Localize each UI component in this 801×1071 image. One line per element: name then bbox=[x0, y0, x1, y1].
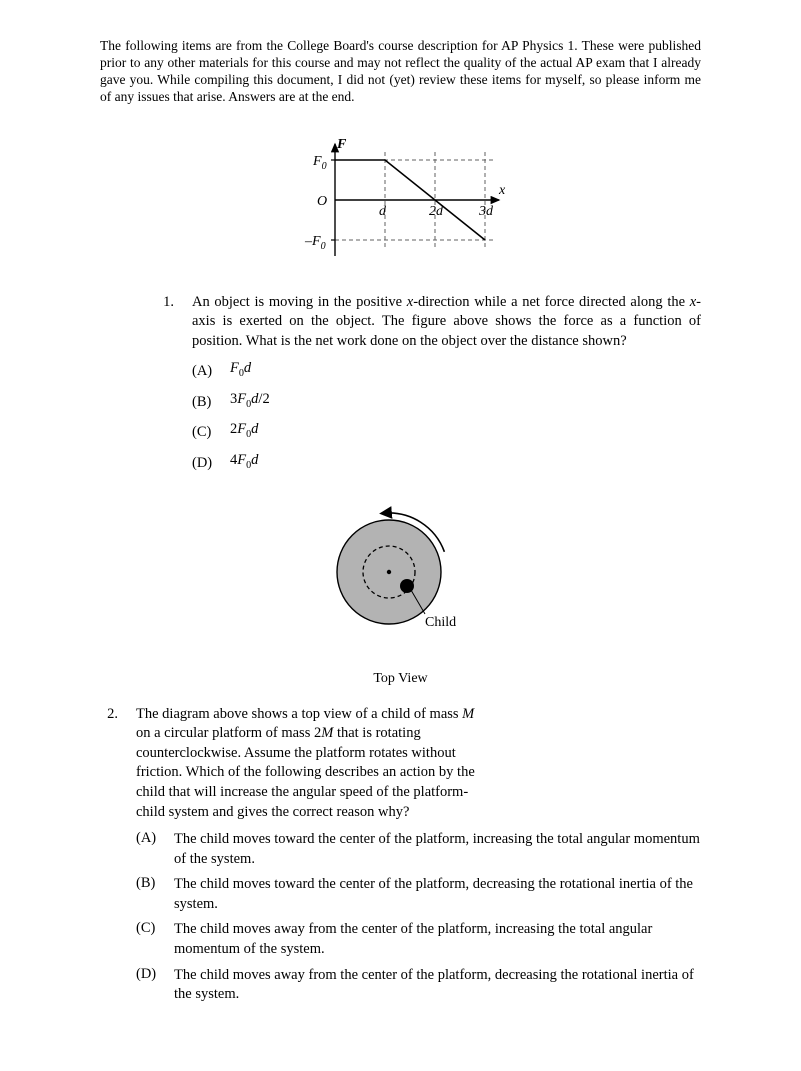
answer-choice: (C)2F0d bbox=[192, 420, 701, 445]
svg-text:d: d bbox=[379, 204, 387, 219]
choice-text: 4F0d bbox=[230, 451, 701, 473]
svg-text:x: x bbox=[498, 183, 506, 198]
answer-choices: (A)The child moves toward the center of … bbox=[136, 830, 701, 1005]
choice-text: The child moves toward the center of the… bbox=[174, 830, 701, 869]
figure-2: Child Top View bbox=[100, 502, 701, 687]
question-1: 1. An object is moving in the positive x… bbox=[100, 293, 701, 482]
choice-label: (C) bbox=[192, 420, 230, 445]
choice-label: (B) bbox=[192, 390, 230, 415]
page: The following items are from the College… bbox=[0, 0, 801, 1071]
answer-choice: (D)4F0d bbox=[192, 451, 701, 476]
choice-text: 3F0d/2 bbox=[230, 390, 701, 412]
choice-label: (B) bbox=[136, 875, 174, 892]
platform-top-view: Child bbox=[311, 502, 491, 662]
answer-choice: (B)The child moves toward the center of … bbox=[136, 875, 701, 914]
choice-label: (C) bbox=[136, 920, 174, 937]
choice-text: F0d bbox=[230, 359, 701, 381]
question-text: An object is moving in the positive x-di… bbox=[192, 293, 701, 352]
choice-label: (A) bbox=[192, 359, 230, 384]
choice-text: The child moves away from the center of … bbox=[174, 920, 701, 959]
answer-choice: (B)3F0d/2 bbox=[192, 390, 701, 415]
svg-text:–F0: –F0 bbox=[304, 234, 326, 252]
svg-text:O: O bbox=[317, 194, 327, 209]
answer-choice: (A)The child moves toward the center of … bbox=[136, 830, 701, 869]
question-number: 1. bbox=[100, 293, 192, 311]
svg-text:F0: F0 bbox=[312, 154, 327, 172]
figure-1: d 2d 3d F F0 O –F0 x bbox=[100, 130, 701, 275]
choice-label: (A) bbox=[136, 830, 174, 847]
answer-choice: (A)F0d bbox=[192, 359, 701, 384]
choice-text: The child moves away from the center of … bbox=[174, 966, 701, 1005]
question-number: 2. bbox=[72, 705, 136, 723]
intro-text: The following items are from the College… bbox=[100, 38, 701, 106]
svg-text:Child: Child bbox=[425, 615, 456, 630]
question-2: 2. The diagram above shows a top view of… bbox=[72, 705, 701, 1011]
choice-text: 2F0d bbox=[230, 420, 701, 442]
choice-label: (D) bbox=[192, 451, 230, 476]
answer-choice: (C)The child moves away from the center … bbox=[136, 920, 701, 959]
answer-choice: (D)The child moves away from the center … bbox=[136, 966, 701, 1005]
svg-text:F: F bbox=[336, 137, 347, 152]
choice-text: The child moves toward the center of the… bbox=[174, 875, 701, 914]
svg-text:2d: 2d bbox=[429, 204, 444, 219]
answer-choices: (A)F0d(B)3F0d/2(C)2F0d(D)4F0d bbox=[192, 359, 701, 476]
figure-2-caption: Top View bbox=[100, 671, 701, 687]
question-text: The diagram above shows a top view of a … bbox=[136, 705, 476, 822]
svg-text:3d: 3d bbox=[478, 204, 494, 219]
choice-label: (D) bbox=[136, 966, 174, 983]
force-position-graph: d 2d 3d F F0 O –F0 x bbox=[291, 130, 511, 270]
